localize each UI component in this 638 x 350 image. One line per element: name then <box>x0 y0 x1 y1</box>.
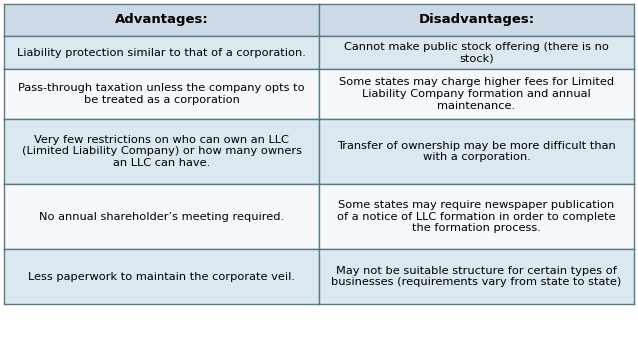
Text: Very few restrictions on who can own an LLC
(Limited Liability Company) or how m: Very few restrictions on who can own an … <box>22 135 302 168</box>
Text: Pass-through taxation unless the company opts to
be treated as a corporation: Pass-through taxation unless the company… <box>19 83 305 105</box>
Text: No annual shareholder’s meeting required.: No annual shareholder’s meeting required… <box>39 211 284 222</box>
Text: Some states may require newspaper publication
of a notice of LLC formation in or: Some states may require newspaper public… <box>338 200 616 233</box>
Text: Advantages:: Advantages: <box>115 14 209 27</box>
Text: Transfer of ownership may be more difficult than
with a corporation.: Transfer of ownership may be more diffic… <box>337 141 616 162</box>
Text: Cannot make public stock offering (there is no
stock): Cannot make public stock offering (there… <box>344 42 609 63</box>
Text: Less paperwork to maintain the corporate veil.: Less paperwork to maintain the corporate… <box>28 272 295 281</box>
Text: Some states may charge higher fees for Limited
Liability Company formation and a: Some states may charge higher fees for L… <box>339 77 614 111</box>
Text: May not be suitable structure for certain types of
businesses (requirements vary: May not be suitable structure for certai… <box>331 266 621 287</box>
Text: Disadvantages:: Disadvantages: <box>419 14 535 27</box>
Text: Liability protection similar to that of a corporation.: Liability protection similar to that of … <box>17 48 306 57</box>
